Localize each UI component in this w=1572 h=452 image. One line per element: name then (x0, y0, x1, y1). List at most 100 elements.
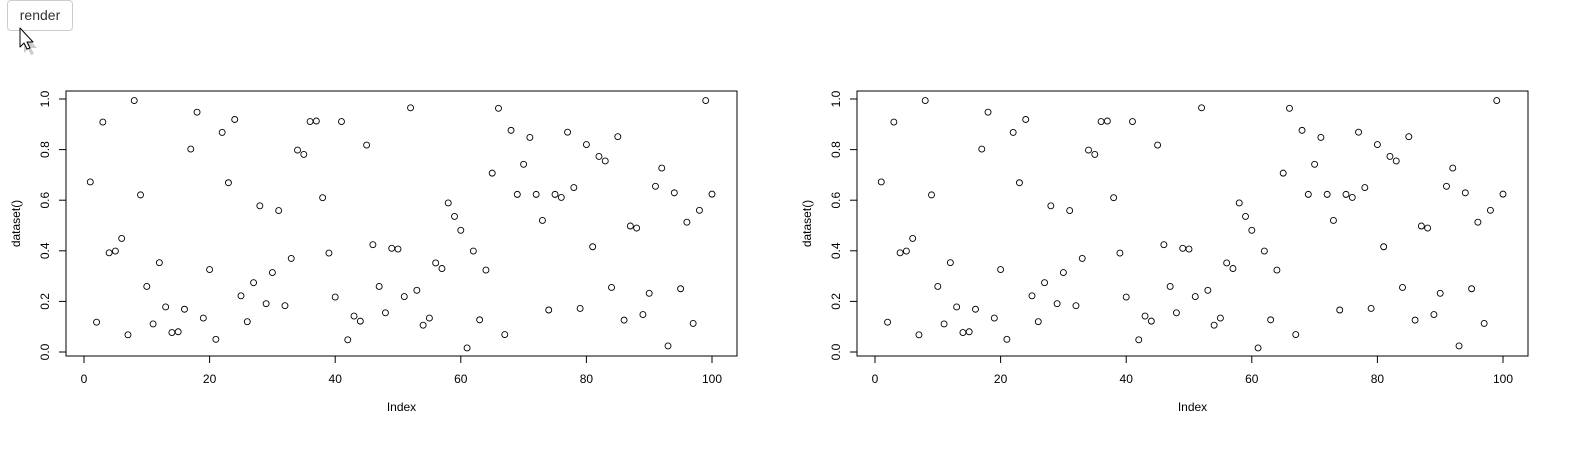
data-point (193, 108, 201, 116)
data-point (532, 190, 540, 198)
data-point (984, 108, 992, 116)
data-point (287, 254, 295, 262)
data-point (1015, 179, 1023, 187)
data-point (1480, 319, 1488, 327)
data-point (670, 189, 678, 197)
data-point (1160, 241, 1168, 249)
data-point (626, 222, 634, 230)
data-point (469, 247, 477, 255)
data-point (997, 266, 1005, 273)
scatter-plot-right-svg: 0 20 40 60 80 100 0.0 0.2 0.4 0.6 0.8 1.0 Index datas… (800, 90, 1529, 414)
data-point (1468, 285, 1476, 293)
x-axis-title: Index (1178, 400, 1207, 414)
data-point (526, 134, 534, 141)
x-tick-label: 100 (702, 372, 722, 386)
data-point (1361, 184, 1369, 192)
data-point (1424, 224, 1432, 232)
data-point (407, 104, 415, 112)
data-point (557, 193, 565, 201)
data-point (187, 145, 195, 153)
data-point (1198, 104, 1206, 112)
data-point (237, 292, 245, 300)
data-point (1380, 243, 1388, 251)
data-point (1417, 222, 1425, 230)
data-point (1449, 164, 1457, 172)
data-point (1493, 97, 1501, 104)
data-point (1242, 212, 1249, 220)
data-point (513, 190, 521, 198)
y-tick-label: 1.0 (38, 90, 52, 107)
data-point (275, 207, 283, 215)
data-point (438, 265, 446, 272)
data-point (1116, 249, 1124, 257)
plot-frame (65, 90, 738, 357)
data-point (86, 178, 94, 186)
data-point (1267, 316, 1275, 324)
x-tick-label: 80 (1371, 372, 1385, 386)
data-point (1317, 134, 1325, 141)
data-point (940, 320, 948, 328)
data-point (877, 178, 885, 186)
data-point (319, 194, 327, 202)
data-point (1059, 269, 1067, 277)
data-point (312, 117, 320, 125)
data-point (633, 224, 641, 232)
y-tick-label: 0.0 (829, 343, 843, 360)
data-point (394, 245, 402, 253)
render-button[interactable]: render (7, 0, 73, 31)
data-point (174, 328, 182, 336)
data-point (155, 259, 163, 267)
y-tick-label: 1.0 (829, 90, 843, 107)
data-point (457, 226, 465, 234)
data-point (664, 342, 672, 350)
data-point (1110, 194, 1118, 202)
data-point (652, 182, 659, 190)
data-point (111, 247, 119, 255)
data-point (331, 293, 339, 301)
data-point (381, 309, 389, 317)
data-point (281, 302, 289, 310)
data-point (1091, 150, 1099, 158)
data-point (1486, 206, 1494, 214)
data-point (1336, 306, 1344, 314)
data-point (501, 331, 509, 338)
x-tick-label: 40 (1120, 372, 1134, 386)
data-point (256, 202, 264, 210)
data-point (1436, 289, 1444, 297)
scatter-plot-left: 0 20 40 60 80 100 0.0 0.2 0.4 0.6 0.8 1.0 Index datas… (0, 80, 760, 420)
data-point (677, 285, 685, 293)
data-point (1154, 141, 1162, 149)
data-point (1103, 117, 1111, 125)
data-point (130, 97, 138, 104)
data-point (614, 133, 622, 141)
data-point (972, 305, 979, 313)
data-point (896, 249, 904, 257)
data-point (608, 284, 615, 291)
plot-frame (856, 90, 1529, 357)
x-tick-label: 80 (580, 372, 594, 386)
y-tick-label: 0.4 (38, 242, 52, 259)
data-point (620, 316, 628, 324)
data-point (1129, 118, 1136, 125)
data-point (1223, 259, 1231, 267)
data-point (1279, 169, 1287, 177)
data-point (1455, 342, 1463, 350)
data-point (538, 216, 546, 224)
data-point (1053, 300, 1061, 308)
data-point (965, 328, 973, 336)
data-point (1386, 152, 1394, 160)
data-point (520, 160, 528, 168)
data-point (99, 118, 107, 126)
data-point (928, 191, 935, 199)
data-point (212, 335, 220, 343)
data-point (463, 344, 471, 352)
data-point (1411, 316, 1419, 324)
data-point (1229, 265, 1237, 272)
data-point (231, 116, 239, 123)
data-point (375, 283, 383, 290)
data-point (294, 146, 301, 154)
data-point (1405, 133, 1413, 141)
x-tick-label: 60 (1245, 372, 1259, 386)
data-point (451, 212, 458, 220)
data-point (1443, 182, 1450, 190)
